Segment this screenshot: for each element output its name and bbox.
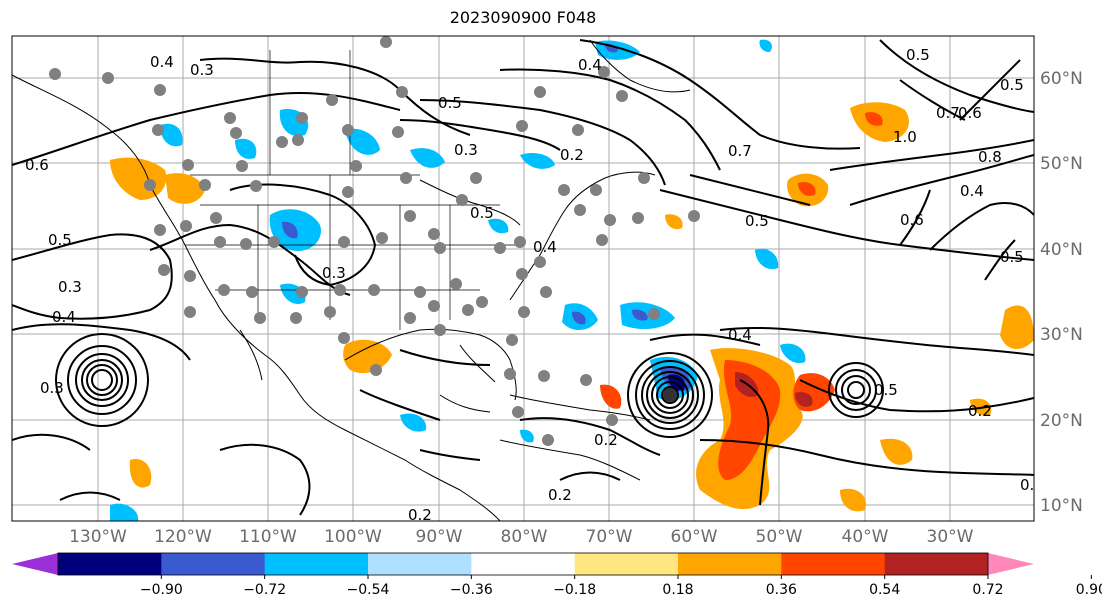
contour-label: 0.2 (594, 431, 618, 449)
colorbar-outline (57, 552, 989, 576)
colorbar-tick-label: 0.54 (869, 582, 900, 598)
colorbar-extend-min (12, 553, 58, 575)
lon-label: 40°W (842, 527, 889, 547)
colorbar-tick-label: 0.36 (766, 582, 797, 598)
lat-label: 30°N (1040, 325, 1083, 345)
contour-label: 0.3 (322, 264, 346, 282)
colorbar-segment (264, 553, 369, 575)
colorbar-segment (368, 553, 472, 575)
contour-label: 1.0 (893, 128, 917, 146)
contour-lines (12, 39, 1034, 516)
lon-label: 80°W (501, 527, 548, 547)
contour-label: 0.4 (52, 308, 76, 326)
colorbar-tick-label: −0.72 (243, 582, 286, 598)
lon-label: 130°W (69, 527, 127, 547)
positive-anomaly-fills (110, 102, 1034, 512)
contour-label: 0.4 (728, 326, 752, 344)
contour-label: 0.2 (968, 402, 992, 420)
colorbar-segment (781, 553, 886, 575)
colorbar-segment (471, 553, 576, 575)
storm-center-marker (663, 388, 677, 402)
lon-label: 90°W (416, 527, 463, 547)
contour-label: 0.3 (454, 141, 478, 159)
colorbar-tick-label: −0.90 (140, 582, 183, 598)
contour-label: 0.4 (150, 53, 174, 71)
gridlines (12, 36, 1034, 521)
contour-label: 0.6 (25, 156, 49, 174)
lon-label: 50°W (756, 527, 803, 547)
map-frame (11, 35, 1035, 522)
longitude-labels: 130°W 120°W 110°W 100°W 90°W 80°W 70°W 6… (69, 527, 974, 547)
lon-label: 70°W (586, 527, 633, 547)
contour-label: 0.3 (40, 379, 64, 397)
concentric-contours-east (828, 362, 884, 418)
concentric-contours-west (55, 333, 149, 427)
latitude-labels: 60°N 50°N 40°N 30°N 20°N 10°N (1040, 69, 1083, 516)
lat-label: 20°N (1040, 411, 1083, 431)
contour-label: 0.5 (1000, 76, 1024, 94)
contour-label: 0.3 (58, 278, 82, 296)
colorbar: −0.90 −0.72 −0.54 −0.36 −0.18 0.18 0.36 0.54 0.7… (12, 552, 1102, 598)
contour-label: 0.5 (874, 381, 898, 399)
contour-label: 0.6 (900, 211, 924, 229)
contour-label: 0.4 (960, 182, 984, 200)
colorbar-tick-label: −0.18 (553, 582, 596, 598)
lon-label: 110°W (239, 527, 297, 547)
contour-label-group: 0.4 0.3 0.6 0.5 0.3 0.4 0.5 0.3 0.2 0.4 … (25, 46, 1044, 524)
state-boundaries (185, 50, 520, 330)
lon-label: 100°W (324, 527, 382, 547)
colorbar-segment (678, 553, 782, 575)
lat-label: 10°N (1040, 496, 1083, 516)
lon-label: 30°W (927, 527, 974, 547)
colorbar-tick-label: 0.72 (972, 582, 1003, 598)
contour-label: 0.2 (1020, 476, 1044, 494)
colorbar-extend-max (988, 553, 1034, 575)
contour-label: 0.6 (958, 104, 982, 122)
contour-label: 0.4 (578, 56, 602, 74)
colorbar-segment (574, 553, 679, 575)
colorbar-segment (161, 553, 266, 575)
station-dots (49, 36, 700, 446)
map-content: 0.4 0.3 0.6 0.5 0.3 0.4 0.5 0.3 0.2 0.4 … (12, 36, 1044, 524)
contour-label: 0.5 (48, 231, 72, 249)
contour-label: 0.5 (1000, 248, 1024, 266)
contour-label: 0.7 (936, 104, 960, 122)
lat-label: 40°N (1040, 240, 1083, 260)
colorbar-segment (58, 553, 162, 575)
negative-anomaly-fills (110, 39, 806, 521)
contour-label: 0.7 (728, 142, 752, 160)
colorbar-tick-label: −0.36 (450, 582, 493, 598)
colorbar-tick-label: 0.90 (1076, 582, 1102, 598)
colorbar-tick-label: 0.18 (662, 582, 693, 598)
contour-label: 0.8 (978, 148, 1002, 166)
contour-label: 0.2 (548, 486, 572, 504)
colorbar-segment (884, 553, 989, 575)
contour-label: 0.2 (408, 506, 432, 524)
contour-label: 0.2 (560, 146, 584, 164)
concentric-contours-hurricane (627, 352, 713, 438)
map-title: 2023090900 F048 (449, 8, 597, 27)
contour-label: 0.5 (438, 94, 462, 112)
contour-label: 0.5 (906, 46, 930, 64)
contour-label: 0.3 (190, 61, 214, 79)
contour-label: 0.5 (745, 212, 769, 230)
contour-label: 0.4 (533, 238, 557, 256)
lon-label: 60°W (671, 527, 718, 547)
contour-label: 0.5 (470, 204, 494, 222)
colorbar-tick-label: −0.54 (347, 582, 390, 598)
lat-label: 50°N (1040, 154, 1083, 174)
lat-label: 60°N (1040, 69, 1083, 89)
lon-label: 120°W (154, 527, 212, 547)
